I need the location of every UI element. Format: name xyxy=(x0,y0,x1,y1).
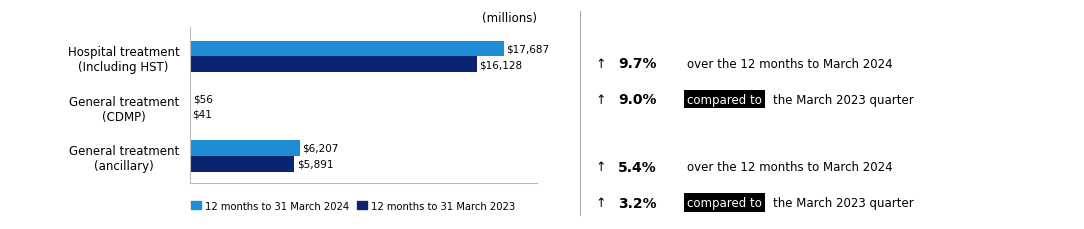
Text: $6,207: $6,207 xyxy=(302,143,338,153)
Bar xyxy=(190,57,477,73)
Text: ↑: ↑ xyxy=(596,58,606,71)
Text: $5,891: $5,891 xyxy=(297,159,333,169)
Text: 9.7%: 9.7% xyxy=(618,57,657,71)
Text: (millions): (millions) xyxy=(481,12,537,25)
Text: $41: $41 xyxy=(193,109,212,120)
Text: over the 12 months to March 2024: over the 12 months to March 2024 xyxy=(687,58,892,71)
Bar xyxy=(190,41,504,57)
Bar xyxy=(190,140,300,156)
Text: $56: $56 xyxy=(193,94,212,104)
Legend: 12 months to 31 March 2024, 12 months to 31 March 2023: 12 months to 31 March 2024, 12 months to… xyxy=(191,201,516,211)
Text: 9.0%: 9.0% xyxy=(618,93,657,106)
Bar xyxy=(190,156,295,172)
Text: compared to: compared to xyxy=(687,93,762,106)
Text: ↑: ↑ xyxy=(596,93,606,106)
Text: ↑: ↑ xyxy=(596,196,606,209)
Text: $16,128: $16,128 xyxy=(479,60,521,70)
Text: over the 12 months to March 2024: over the 12 months to March 2024 xyxy=(687,161,892,174)
Text: ↑: ↑ xyxy=(596,161,606,174)
Text: the March 2023 quarter: the March 2023 quarter xyxy=(773,93,914,106)
Text: 3.2%: 3.2% xyxy=(618,196,657,210)
Text: the March 2023 quarter: the March 2023 quarter xyxy=(773,196,914,209)
Text: 5.4%: 5.4% xyxy=(618,160,657,174)
Text: $17,687: $17,687 xyxy=(506,44,550,54)
Text: compared to: compared to xyxy=(687,196,762,209)
